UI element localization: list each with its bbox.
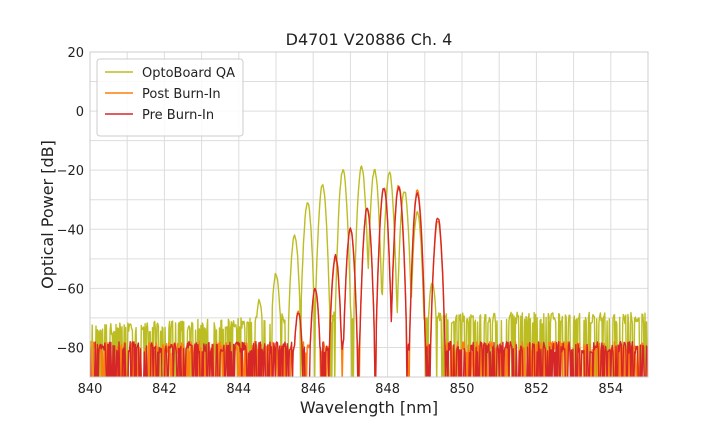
y-tick-label: 20 (67, 46, 84, 61)
x-tick-label: 848 (375, 382, 400, 397)
x-tick-label: 850 (450, 382, 475, 397)
legend-box (96, 58, 244, 137)
series-line-optoboard-qa (90, 165, 648, 377)
x-tick-label: 846 (301, 382, 326, 397)
y-axis-label: Optical Power [dB] (38, 140, 57, 289)
legend-label: OptoBoard QA (142, 66, 235, 81)
x-tick-label: 840 (78, 382, 103, 397)
series-lines (90, 165, 648, 377)
legend-label: Post Burn-In (142, 87, 221, 102)
y-tick-label: −80 (57, 341, 84, 356)
x-tick-label: 854 (598, 382, 623, 397)
y-tick-label: −60 (57, 282, 84, 297)
y-tick-labels: −80 −60 −40 −20 0 20 (57, 46, 84, 356)
x-tick-label: 842 (152, 382, 177, 397)
chart-title: D4701 V20886 Ch. 4 (286, 30, 453, 49)
y-tick-label: −20 (57, 164, 84, 179)
y-tick-label: −40 (57, 223, 84, 238)
legend-label: Pre Burn-In (142, 108, 214, 123)
x-tick-label: 844 (226, 382, 251, 397)
y-tick-label: 0 (76, 105, 84, 120)
x-tick-label: 852 (524, 382, 549, 397)
legend: OptoBoard QA Post Burn-In Pre Burn-In (96, 58, 244, 137)
x-axis-label: Wavelength [nm] (300, 398, 438, 417)
legend-items: OptoBoard QA Post Burn-In Pre Burn-In (105, 66, 235, 123)
plot-frame (89, 51, 649, 378)
x-tick-labels: 840 842 844 846 848 850 852 854 (78, 382, 624, 397)
series-line-pre-burn-in (90, 186, 648, 377)
